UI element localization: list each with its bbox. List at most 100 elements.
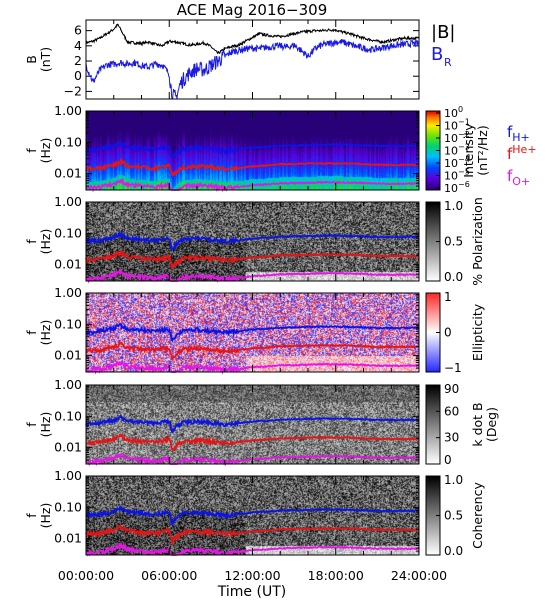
kdotb-colorbar-label: k dot B bbox=[470, 402, 485, 446]
x-tick-label: 12:00:00 bbox=[224, 568, 280, 583]
kdotb-ytick-label: 1.00 bbox=[54, 377, 82, 392]
kdotb-colorbar-unit: (Deg) bbox=[484, 407, 499, 442]
intensity-spectrogram bbox=[86, 111, 419, 190]
x-tick-label: 06:00:00 bbox=[141, 568, 197, 583]
legend-b-r-subscript: R bbox=[444, 56, 452, 69]
intensity-colorbar bbox=[426, 111, 440, 190]
gyro-he-line bbox=[85, 341, 420, 361]
x-tick-label: 00:00:00 bbox=[58, 568, 114, 583]
gyro-he-line bbox=[85, 432, 420, 452]
ellipticity-ytick-label: 1.00 bbox=[54, 285, 82, 300]
kdotb-yunit: (Hz) bbox=[38, 412, 53, 438]
kdotb-ytick-label: 0.10 bbox=[54, 408, 82, 423]
legend-f-o: fO+ bbox=[507, 167, 530, 188]
intensity-colorbar-label: Intensity bbox=[461, 123, 476, 178]
kdotb-ytick-label: 0.01 bbox=[54, 440, 82, 455]
polarization-ytick-label: 1.00 bbox=[54, 194, 82, 209]
kdotb-colorbar-tick: 0 bbox=[444, 453, 452, 467]
gyro-he-line bbox=[85, 156, 420, 177]
b-ytick-label: 6 bbox=[74, 23, 82, 38]
intensity-colorbar-tick: 10−6 bbox=[444, 180, 470, 195]
intensity-colorbar-tick: 10−4 bbox=[444, 155, 470, 170]
coherency-spectrogram bbox=[86, 476, 419, 555]
b-ytick-label: 2 bbox=[74, 53, 82, 68]
panel-intensity: 1.00 0.10 0.01 f (Hz) 10010−110−210−310−410−5… bbox=[24, 103, 537, 195]
ellipticity-colorbar-tick: −1 bbox=[444, 361, 462, 375]
panel-kdotb: 1.00 0.10 0.01 f (Hz) 90 60 30 0 k dot B (Deg) bbox=[24, 377, 499, 467]
coherency-ytick-label: 1.00 bbox=[54, 468, 82, 483]
ellipticity-ytick-label: 0.10 bbox=[54, 316, 82, 331]
polarization-colorbar bbox=[426, 202, 440, 281]
coherency-colorbar-tick: 0.0 bbox=[444, 544, 463, 558]
coherency-colorbar-tick: 1.0 bbox=[444, 473, 463, 487]
ellipticity-ytick-label: 0.01 bbox=[54, 348, 82, 363]
coherency-colorbar-label: Coherency bbox=[470, 482, 485, 549]
coherency-ylabel: f bbox=[24, 513, 39, 518]
kdotb-colorbar-tick: 90 bbox=[444, 382, 459, 396]
ellipticity-colorbar-label: Ellipticity bbox=[470, 303, 485, 361]
intensity-colorbar-tick: 10−2 bbox=[444, 130, 470, 145]
intensity-colorbar-unit: (nT²/Hz) bbox=[475, 125, 490, 176]
polarization-ytick-label: 0.01 bbox=[54, 257, 82, 272]
coherency-colorbar bbox=[426, 476, 440, 555]
intensity-ytick-label: 0.01 bbox=[54, 166, 82, 181]
intensity-ytick-label: 1.00 bbox=[54, 103, 82, 118]
x-axis-label: Time (UT) bbox=[217, 584, 286, 600]
b-ytick-label: 4 bbox=[74, 38, 82, 53]
intensity-colorbar-tick: 100 bbox=[444, 105, 463, 120]
b-ylabel: B bbox=[24, 55, 39, 64]
polarization-spectrogram bbox=[86, 202, 419, 281]
polarization-colorbar-tick: 1.0 bbox=[444, 199, 463, 213]
x-tick-label: 18:00:00 bbox=[308, 568, 364, 583]
b-ytick-label: −2 bbox=[64, 83, 82, 98]
b-ytick-label: 0 bbox=[74, 68, 82, 83]
legend-f-he: fHe+ bbox=[507, 143, 537, 163]
kdotb-colorbar-tick: 60 bbox=[444, 404, 459, 418]
kdotb-ylabel: f bbox=[24, 422, 39, 427]
kdotb-spectrogram bbox=[86, 385, 419, 464]
legend-f-h: fH+ bbox=[507, 123, 530, 144]
ellipticity-colorbar-tick: 1 bbox=[444, 290, 452, 304]
b-yunit: (nT) bbox=[38, 47, 53, 72]
panel-coherency: 1.00 0.10 0.01 f (Hz) 1.0 0.5 0.0 Coherency bbox=[24, 468, 485, 558]
gyro-h-line bbox=[85, 504, 420, 528]
intensity-colorbar-tick: 10−1 bbox=[444, 118, 470, 133]
coherency-colorbar-tick: 0.5 bbox=[444, 509, 463, 523]
gyro-h-line bbox=[85, 322, 420, 343]
polarization-ylabel: f bbox=[24, 239, 39, 244]
series-b-r-line bbox=[85, 38, 420, 100]
intensity-yunit: (Hz) bbox=[38, 138, 53, 164]
intensity-colorbar-tick: 10−5 bbox=[444, 168, 470, 183]
ellipticity-yunit: (Hz) bbox=[38, 320, 53, 346]
intensity-ytick-label: 0.10 bbox=[54, 134, 82, 149]
coherency-yunit: (Hz) bbox=[38, 503, 53, 529]
polarization-colorbar-tick: 0.0 bbox=[444, 270, 463, 284]
x-axis: 00:00:00 06:00:00 12:00:00 18:00:00 24:00:00 bbox=[58, 568, 447, 583]
gyro-he-line bbox=[85, 249, 420, 269]
chart-title: ACE Mag 2016−309 bbox=[177, 1, 328, 19]
ellipticity-ylabel: f bbox=[24, 330, 39, 335]
x-tick-label: 24:00:00 bbox=[391, 568, 447, 583]
legend-b-total: |B| bbox=[431, 22, 455, 43]
gyro-h-line bbox=[85, 413, 419, 434]
ellipticity-spectrogram bbox=[86, 293, 419, 372]
intensity-ylabel: f bbox=[24, 148, 39, 153]
panel-polarization: 1.00 0.10 0.01 f (Hz) 1.0 0.5 0.0 % Polarization bbox=[24, 194, 485, 286]
kdotb-colorbar-tick: 30 bbox=[444, 431, 459, 445]
polarization-yunit: (Hz) bbox=[38, 229, 53, 255]
gyro-he-line bbox=[85, 524, 420, 547]
polarization-ytick-label: 0.10 bbox=[54, 225, 82, 240]
gyro-h-line bbox=[85, 230, 420, 251]
polarization-colorbar-tick: 0.5 bbox=[444, 235, 463, 249]
legend-b-r: B bbox=[431, 44, 443, 65]
kdotb-colorbar bbox=[426, 385, 440, 464]
ellipticity-colorbar bbox=[426, 293, 440, 372]
series-b-total-line bbox=[85, 23, 420, 55]
coherency-ytick-label: 0.10 bbox=[54, 499, 82, 514]
polarization-colorbar-label: % Polarization bbox=[470, 197, 485, 286]
intensity-colorbar-tick: 10−3 bbox=[444, 143, 470, 158]
ellipticity-colorbar-tick: 0 bbox=[444, 326, 452, 340]
